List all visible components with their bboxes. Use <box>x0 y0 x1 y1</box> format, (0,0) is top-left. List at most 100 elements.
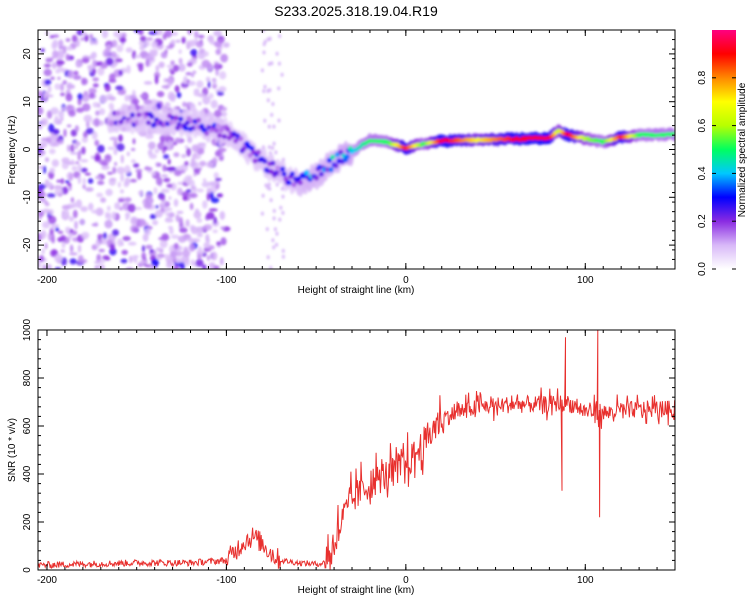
spectrogram-cell <box>66 82 73 90</box>
spectrogram-cell <box>56 179 61 183</box>
spectrogram-cell <box>170 60 175 66</box>
y-tick-label: -10 <box>22 190 33 205</box>
spectrogram-cell <box>116 143 125 152</box>
spectrogram-cell <box>190 157 196 167</box>
spectrogram-cell <box>46 193 56 198</box>
spectrogram-cell <box>277 118 281 123</box>
spectrogram-cell <box>269 198 273 203</box>
spectrogram-cell <box>127 241 137 246</box>
spectrogram-cell <box>202 95 211 105</box>
spectrogram-cell <box>281 210 285 215</box>
spectrogram-cell <box>193 168 201 172</box>
spectrogram-cell <box>191 73 195 78</box>
spectrogram-cell <box>265 227 269 232</box>
spectrogram-cell <box>199 160 207 167</box>
colorbar: 0.0 0.2 0.4 0.6 0.8 Normalized spectral ampl… <box>697 30 748 276</box>
spectrogram-cell <box>107 146 115 150</box>
spectrogram-cell <box>48 234 52 242</box>
spectrogram-cell <box>149 113 155 119</box>
spectrogram-cell <box>185 189 192 193</box>
spectrogram-cell <box>217 193 224 198</box>
spectrogram-cell <box>41 248 45 255</box>
spectrogram-cell <box>174 85 180 93</box>
spectrogram-cell <box>52 39 59 48</box>
spectrogram-cell <box>73 70 79 76</box>
spectrogram-cell <box>181 153 187 159</box>
y-tick-label: 20 <box>22 48 33 60</box>
spectrogram-cell <box>138 190 143 196</box>
y-tick-label: -20 <box>22 237 33 252</box>
spectrogram-cell <box>116 44 124 53</box>
colorbar-tick-label: 0.8 <box>697 70 708 84</box>
spectrogram-cell <box>173 169 182 177</box>
spectrogram-cell <box>214 150 222 157</box>
y-tick-label: 400 <box>22 465 33 482</box>
spectrogram-cell <box>176 210 184 214</box>
spectrogram-cell <box>44 242 48 250</box>
spectrogram-cell <box>77 244 82 253</box>
spectrogram-cell <box>131 50 137 60</box>
spectrogram-cell <box>263 84 267 89</box>
spectrogram-cell <box>169 251 178 258</box>
spectrogram-cell <box>69 258 77 265</box>
spectrogram-cell <box>129 112 135 118</box>
spectrogram-cell <box>128 255 133 264</box>
spectrogram-cell <box>38 261 42 269</box>
spectrogram-cell <box>54 188 63 196</box>
figure-title: S233.2025.318.19.04.R19 <box>274 3 438 19</box>
spectrogram-cell <box>47 85 52 93</box>
spectrogram-cell <box>61 204 70 210</box>
spectrogram-cell <box>65 38 71 42</box>
spectrogram-cell <box>148 153 157 159</box>
spectrogram-cell <box>170 70 175 75</box>
spectrogram-cell <box>141 245 146 253</box>
spectrogram-cell <box>71 34 78 43</box>
spectrogram-cell <box>145 58 150 68</box>
spectrogram-cell <box>137 218 146 226</box>
spectrogram-cell <box>163 154 170 160</box>
spectrogram-cell <box>175 257 181 264</box>
spectrogram-cell <box>57 49 64 58</box>
spectrogram-cell <box>184 145 189 150</box>
spectrogram-cell <box>90 52 96 60</box>
spectrogram-cell <box>70 144 75 153</box>
spectrogram-cell <box>275 51 279 56</box>
spectrogram-cell <box>40 48 45 53</box>
spectrogram-cell <box>221 106 228 112</box>
snr-background <box>38 330 675 570</box>
spectrogram-cell <box>43 92 47 100</box>
spectrogram-cell <box>105 211 109 219</box>
spectrogram-cell <box>110 51 117 58</box>
spectrogram-cell <box>132 227 138 233</box>
spectrogram-cell <box>211 251 218 261</box>
y-tick-label: 0 <box>22 146 33 152</box>
spectrogram-cell <box>158 61 165 68</box>
spectrogram-cell <box>197 93 206 98</box>
spectrogram-cell <box>83 131 88 139</box>
y-tick-label: 200 <box>22 513 33 530</box>
spectrogram-cell <box>156 256 162 260</box>
spectrogram-cell <box>186 147 192 157</box>
spectrogram-cell <box>121 249 128 255</box>
spectrogram-cell <box>49 148 56 155</box>
spectrogram-cell <box>173 242 179 250</box>
spectrogram-cell <box>304 170 310 176</box>
spectrogram-cell <box>206 212 215 220</box>
spectrogram-cell <box>155 65 160 72</box>
spectrogram-cell <box>97 233 104 239</box>
spectrogram-cell <box>179 227 188 233</box>
spectrogram-cell <box>100 197 107 203</box>
spectrogram-cell <box>75 199 83 209</box>
spectrogram-cell <box>215 48 222 56</box>
spectrogram-cell <box>268 186 272 191</box>
spectrogram-cell <box>59 83 65 92</box>
spectrogram-cell <box>175 39 181 43</box>
spectrogram-cell <box>272 124 276 129</box>
spectrogram-cell <box>186 79 190 83</box>
spectrogram-cell <box>206 192 210 202</box>
spectrogram-cell <box>42 266 48 269</box>
spectrogram-cell <box>73 75 82 80</box>
spectrogram-cell <box>162 164 167 172</box>
spectrogram-cell <box>196 218 203 223</box>
spectrogram-cell <box>44 157 50 163</box>
